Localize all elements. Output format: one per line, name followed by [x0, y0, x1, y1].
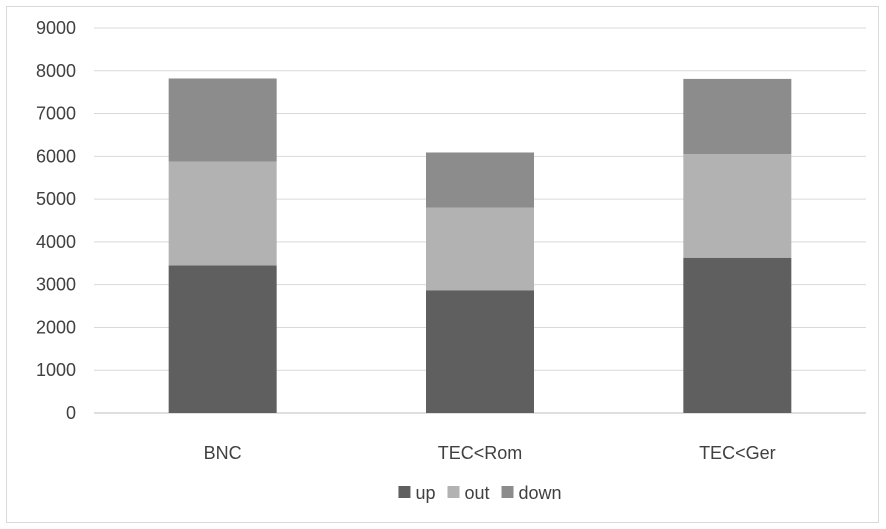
bar-segment-up [683, 257, 792, 413]
legend-label: down [519, 483, 562, 503]
legend-swatch [398, 486, 411, 498]
bar-segment-down [683, 78, 792, 155]
y-tick-label: 4000 [36, 232, 76, 252]
x-axis-category-labels: BNC TEC<Rom TEC<Ger [204, 443, 776, 463]
y-tick-label: 8000 [36, 61, 76, 81]
x-category-label: TEC<Ger [699, 443, 776, 463]
y-tick-label: 7000 [36, 104, 76, 124]
y-tick-label: 6000 [36, 146, 76, 166]
y-tick-label: 5000 [36, 189, 76, 209]
bar-segment-down [426, 152, 534, 208]
y-tick-label: 3000 [36, 275, 76, 295]
bar-segment-down [168, 78, 277, 162]
y-tick-label: 2000 [36, 317, 76, 337]
legend: up out down [398, 483, 562, 503]
legend-label: out [464, 483, 489, 503]
legend-item-out: out [447, 483, 490, 503]
bars [168, 78, 792, 413]
y-tick-label: 0 [66, 403, 76, 423]
bar-segment-up [426, 290, 534, 413]
legend-item-up: up [398, 483, 435, 503]
y-axis-tick-labels: 0 1000 2000 3000 4000 5000 6000 7000 8000 9000 [36, 18, 76, 423]
legend-swatch [447, 486, 460, 498]
bar-segment-up [168, 265, 277, 413]
legend-swatch [501, 486, 514, 498]
bar-segment-out [683, 154, 792, 258]
y-tick-label: 1000 [36, 360, 76, 380]
legend-label: up [415, 483, 435, 503]
x-category-label: TEC<Rom [438, 443, 523, 463]
y-tick-label: 9000 [36, 18, 76, 38]
bar-segment-out [426, 207, 534, 291]
legend-item-down: down [501, 483, 562, 503]
bar-segment-out [168, 161, 277, 266]
x-category-label: BNC [204, 443, 242, 463]
